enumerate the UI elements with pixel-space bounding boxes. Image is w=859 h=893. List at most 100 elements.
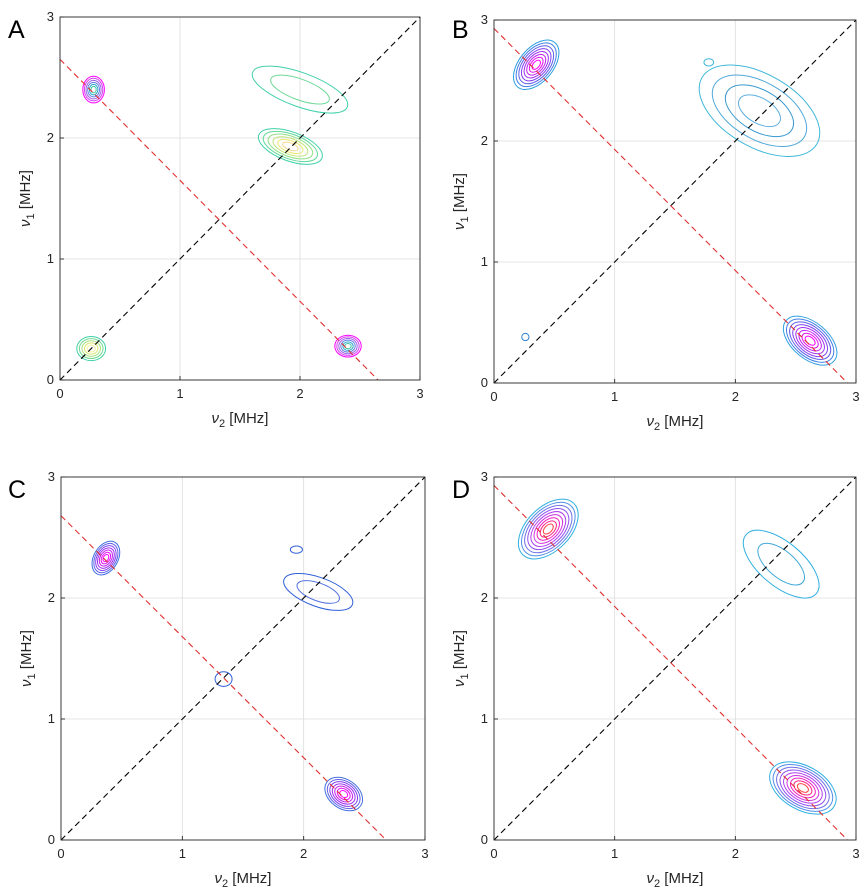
contour-line <box>76 335 107 362</box>
contour-line <box>789 321 832 360</box>
plot-frame <box>493 19 857 384</box>
panel-label: C <box>8 476 26 504</box>
y-axis-label: ν1 [MHz] <box>18 630 38 687</box>
x-tick-label: 0 <box>490 846 497 861</box>
y-tick-label: 0 <box>47 372 54 387</box>
contour-line <box>100 551 112 565</box>
x-axis-label: ν2 [MHz] <box>215 870 272 890</box>
x-axis-label: ν2 [MHz] <box>647 413 704 433</box>
y-tick-label: 0 <box>48 832 55 847</box>
contour-line <box>90 85 97 94</box>
contour-line <box>282 141 299 152</box>
contour-line <box>757 542 805 586</box>
contour-line <box>517 498 579 560</box>
contour-line <box>520 48 552 82</box>
contour-line <box>340 339 356 353</box>
antidiagonal-line <box>61 515 387 840</box>
contour-peak <box>698 64 821 157</box>
contour-line <box>270 74 330 105</box>
antidiagonal-line <box>60 58 379 380</box>
contour-line <box>533 514 564 544</box>
y-tick-label: 3 <box>481 12 488 27</box>
x-tick-label: 0 <box>56 386 63 401</box>
contour-line <box>326 778 361 810</box>
contour-line <box>786 318 835 363</box>
y-tick-label: 0 <box>481 832 488 847</box>
contour-line <box>336 787 351 801</box>
diagonal-line <box>494 20 856 383</box>
contour-line <box>769 761 837 815</box>
diagonal-line <box>494 477 856 840</box>
x-tick-label: 2 <box>300 846 307 861</box>
contour-line <box>257 128 323 165</box>
contour-line <box>338 338 358 355</box>
y-tick-label: 1 <box>48 711 55 726</box>
x-axis-label: ν2 [MHz] <box>647 870 704 890</box>
contour-line <box>742 529 820 599</box>
x-tick-label: 2 <box>732 389 739 404</box>
contour-line <box>698 64 821 157</box>
contour-line <box>528 56 544 73</box>
contour-peak <box>782 315 838 366</box>
contour-line <box>515 42 557 88</box>
y-tick-label: 3 <box>47 9 54 24</box>
contour-line <box>86 344 96 353</box>
contour-line <box>793 780 813 796</box>
contour-line <box>724 84 795 138</box>
y-tick-label: 0 <box>481 375 488 390</box>
x-tick-label: 1 <box>611 389 618 404</box>
contour-line <box>703 58 715 67</box>
contour-line <box>87 81 100 98</box>
contour-line <box>801 332 819 349</box>
contour-peak <box>257 128 323 165</box>
diagonal-line <box>60 17 420 380</box>
x-tick-label: 2 <box>296 386 303 401</box>
contour-line <box>98 549 113 567</box>
contour-line <box>93 542 119 574</box>
contour-line <box>289 545 303 554</box>
contour-layer <box>60 17 420 380</box>
x-tick-label: 1 <box>611 846 618 861</box>
contour-line <box>796 783 809 793</box>
panel-label: B <box>452 16 469 44</box>
diagonal-line <box>61 477 425 840</box>
x-tick-label: 0 <box>490 389 497 404</box>
contour-line <box>518 45 555 85</box>
contour-peak <box>289 545 303 554</box>
contour-line <box>530 511 567 547</box>
contour-line <box>539 520 557 538</box>
contour-line <box>272 136 309 157</box>
contour-line <box>738 94 781 128</box>
contour-line <box>95 545 117 572</box>
contour-line <box>527 507 570 551</box>
x-tick-label: 3 <box>421 846 428 861</box>
contour-line <box>779 769 827 807</box>
y-axis-label: ν1 [MHz] <box>451 630 471 687</box>
contour-line <box>524 504 573 554</box>
chart-panel-c: 0 1 2 3 0 1 2 3 ν2 [MHz] ν1 [MHz] C <box>8 469 429 890</box>
contour-peak <box>521 332 530 342</box>
y-tick-label: 2 <box>48 590 55 605</box>
contour-layer <box>61 477 425 840</box>
contour-line <box>776 766 830 810</box>
y-axis-label: ν1 [MHz] <box>451 173 471 230</box>
contour-line <box>267 133 314 160</box>
y-tick-label: 2 <box>481 590 488 605</box>
contour-line <box>78 338 104 359</box>
contour-layer <box>494 20 856 383</box>
panel-label: D <box>452 476 470 504</box>
contour-line <box>214 671 233 687</box>
contour-line <box>789 777 816 799</box>
contour-peak <box>742 529 820 599</box>
plot-frame <box>60 476 426 841</box>
x-tick-label: 2 <box>732 846 739 861</box>
contour-line <box>82 75 105 104</box>
x-tick-label: 3 <box>416 386 423 401</box>
contour-line <box>542 523 554 535</box>
y-tick-label: 3 <box>481 469 488 484</box>
x-tick-label: 1 <box>176 386 183 401</box>
contour-line <box>91 540 121 576</box>
y-tick-label: 1 <box>481 711 488 726</box>
contour-line <box>324 776 364 812</box>
contour-line <box>792 324 829 358</box>
